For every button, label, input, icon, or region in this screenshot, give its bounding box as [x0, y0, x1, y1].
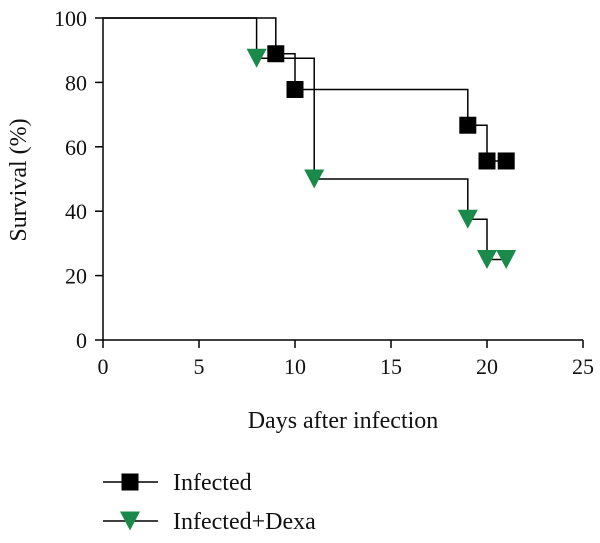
y-tick-label: 0 [76, 328, 87, 353]
data-point [477, 250, 497, 269]
data-point [286, 80, 304, 98]
legend-marker [120, 511, 140, 531]
survival-step-line [103, 17, 507, 261]
y-tick-label: 80 [65, 70, 87, 95]
data-point [457, 209, 478, 229]
data-point [267, 45, 285, 63]
data-point [246, 48, 267, 68]
x-tick-label: 10 [284, 354, 306, 379]
legend-label: Infected [173, 470, 252, 496]
data-point [304, 169, 325, 189]
legend-marker [121, 473, 139, 491]
y-tick-label: 40 [65, 199, 87, 224]
y-tick-label: 100 [54, 6, 87, 31]
data-point [459, 116, 477, 134]
x-tick-label: 0 [98, 354, 109, 379]
plot-area: 0 5 10 15 20 25 0 20 40 60 80 100 [54, 6, 594, 379]
x-tick-label: 15 [380, 354, 402, 379]
data-point [497, 152, 515, 170]
x-tick-label: 20 [476, 354, 498, 379]
x-axis-label: Days after infection [248, 408, 439, 434]
x-tick-label: 5 [194, 354, 205, 379]
y-tick-label: 60 [65, 135, 87, 160]
series-2 [103, 17, 517, 269]
y-tick-label: 20 [65, 264, 87, 289]
legend-item: Infected+Dexa [103, 509, 316, 535]
y-axis-label: Survival (%) [6, 118, 32, 241]
data-point [478, 152, 496, 170]
legend-label: Infected+Dexa [173, 509, 316, 535]
data-point [496, 250, 517, 269]
survival-step-line [103, 17, 507, 162]
series-1 [103, 17, 515, 170]
legend-item: Infected [103, 470, 252, 496]
legend: Infected Infected+Dexa [103, 470, 316, 535]
x-tick-label: 25 [572, 354, 594, 379]
